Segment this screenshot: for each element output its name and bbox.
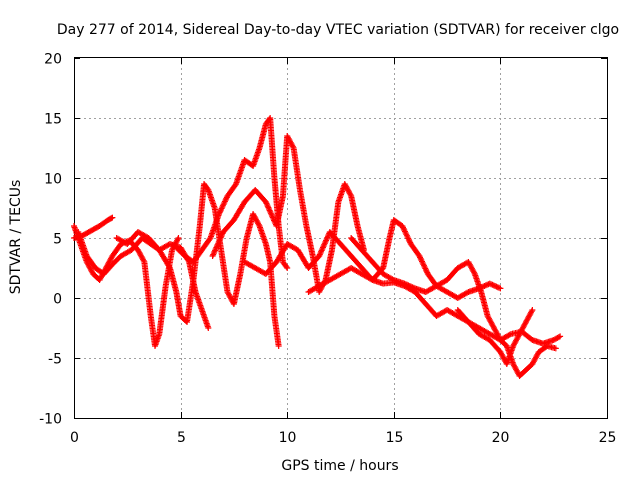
data-point: [217, 208, 224, 215]
data-point: [217, 206, 224, 213]
data-point: [289, 143, 296, 150]
data-point: [401, 228, 408, 235]
x-axis-label: GPS time / hours: [281, 458, 398, 474]
x-tick-label: 5: [177, 430, 186, 446]
data-point: [206, 236, 213, 243]
data-point: [555, 334, 562, 341]
data-point: [399, 223, 406, 229]
data-point: [421, 264, 428, 271]
data-point: [399, 224, 406, 231]
y-tick-label: 0: [53, 292, 62, 308]
data-point: [221, 199, 228, 206]
data-point: [389, 276, 396, 283]
data-point: [497, 285, 504, 292]
data-point: [140, 257, 147, 264]
y-tick-label: 20: [44, 52, 62, 68]
data-point: [417, 254, 424, 261]
data-point: [419, 259, 426, 266]
data-point: [529, 307, 536, 313]
data-point: [221, 198, 228, 205]
series-track-6: [209, 133, 367, 295]
x-tick-label: 10: [279, 430, 297, 446]
data-point: [220, 201, 227, 208]
grid-layer: [74, 58, 607, 418]
series-track-8: [305, 265, 536, 367]
data-point: [174, 236, 181, 243]
y-tick-label: -10: [39, 412, 62, 428]
x-tick-label: 20: [492, 430, 510, 446]
x-tick-label: 0: [70, 430, 79, 446]
data-point: [347, 191, 354, 198]
data-point: [417, 255, 424, 262]
x-tick-label: 25: [599, 430, 617, 446]
data-point: [400, 225, 407, 232]
data-point: [368, 276, 375, 283]
data-point: [506, 331, 513, 338]
y-axis-label: SDTVAR / TECUs: [8, 180, 24, 295]
y-tick-label: 15: [44, 112, 62, 128]
data-point: [423, 268, 430, 275]
data-point: [405, 236, 412, 243]
data-point: [205, 325, 212, 331]
data-point: [405, 235, 412, 242]
tick-layer: 0 5 10 15 20 25 -10 -5 0 5 10 15 20: [39, 52, 616, 447]
data-point: [222, 197, 229, 204]
data-point: [166, 263, 173, 270]
data-point: [175, 235, 182, 241]
chart-title: Day 277 of 2014, Sidereal Day-to-day VTE…: [57, 22, 619, 38]
series-track-7: [241, 217, 504, 301]
x-tick-label: 15: [386, 430, 404, 446]
data-point: [528, 308, 535, 315]
data-point: [419, 258, 426, 265]
series-track-10: [454, 307, 564, 347]
data-point: [109, 214, 116, 221]
series-track-9: [348, 235, 559, 379]
data-point: [471, 269, 478, 276]
data-point: [216, 209, 223, 216]
data-point: [275, 343, 282, 349]
data-point: [552, 345, 559, 352]
data-point: [464, 289, 471, 296]
data-point: [403, 232, 410, 239]
data-point: [422, 265, 429, 272]
data-point: [255, 221, 262, 228]
data-point: [418, 257, 425, 264]
data-point: [406, 238, 413, 245]
data-point: [422, 266, 429, 273]
data-point: [404, 234, 411, 241]
data-point: [420, 262, 427, 269]
data-point: [219, 204, 226, 211]
data-point: [215, 211, 222, 217]
data-point: [232, 182, 239, 189]
data-markers: [71, 115, 564, 379]
y-tick-label: 5: [53, 232, 62, 248]
y-tick-label: 10: [44, 172, 62, 188]
data-point: [219, 202, 226, 209]
data-point: [420, 261, 427, 268]
series-track-5: [173, 115, 291, 271]
data-point: [284, 265, 291, 271]
data-point: [283, 263, 290, 270]
series-track-4: [113, 181, 282, 349]
data-point: [557, 333, 564, 340]
data-point: [223, 195, 230, 202]
data-point: [402, 229, 409, 236]
data-point: [204, 185, 211, 192]
data-point: [403, 231, 410, 238]
data-point: [218, 205, 225, 212]
y-tick-label: -5: [48, 352, 62, 368]
data-point: [401, 227, 408, 234]
data-point: [416, 253, 423, 259]
